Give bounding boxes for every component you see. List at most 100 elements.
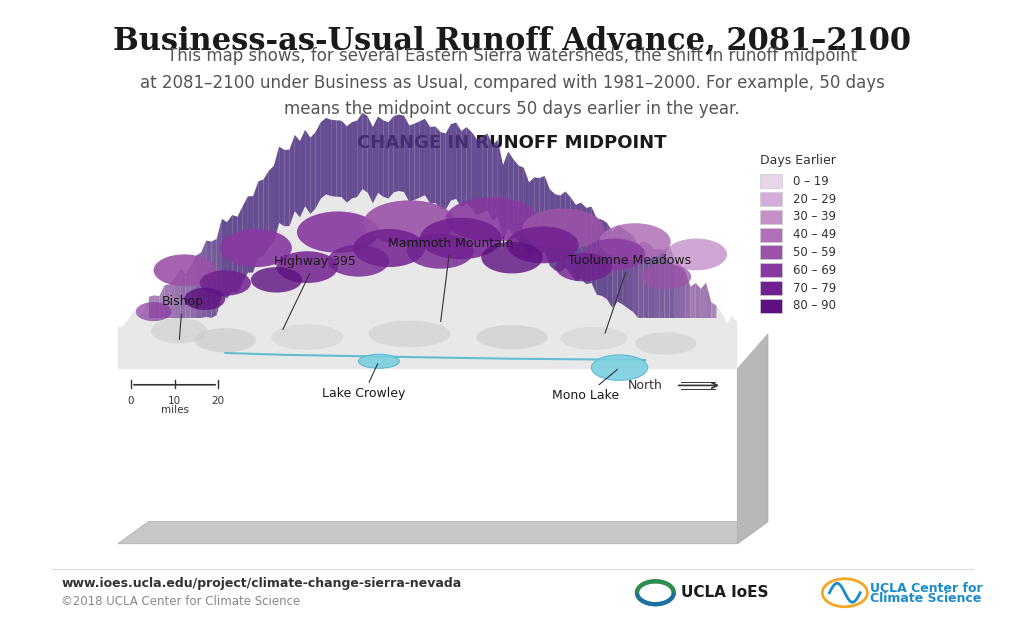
Polygon shape <box>383 120 388 198</box>
FancyBboxPatch shape <box>760 263 782 277</box>
Polygon shape <box>326 118 331 196</box>
Polygon shape <box>712 302 717 318</box>
Polygon shape <box>607 223 612 308</box>
Ellipse shape <box>328 245 389 277</box>
Polygon shape <box>555 194 560 272</box>
Polygon shape <box>737 334 768 544</box>
Polygon shape <box>315 122 321 209</box>
Polygon shape <box>597 218 602 296</box>
Polygon shape <box>368 116 373 204</box>
Ellipse shape <box>635 332 696 354</box>
Polygon shape <box>643 242 649 318</box>
Polygon shape <box>575 203 581 281</box>
Ellipse shape <box>195 328 256 352</box>
Text: 40 – 49: 40 – 49 <box>793 228 836 241</box>
Ellipse shape <box>555 252 611 281</box>
Polygon shape <box>243 197 248 282</box>
Ellipse shape <box>220 229 292 267</box>
Text: ©2018 UCLA Center for Climate Science: ©2018 UCLA Center for Climate Science <box>61 595 301 607</box>
Polygon shape <box>410 123 415 202</box>
Polygon shape <box>263 171 268 256</box>
Polygon shape <box>378 116 383 197</box>
Polygon shape <box>399 114 404 192</box>
Ellipse shape <box>135 302 171 321</box>
Polygon shape <box>404 116 410 202</box>
Polygon shape <box>285 149 290 226</box>
Text: 10: 10 <box>168 396 181 406</box>
FancyBboxPatch shape <box>760 174 782 188</box>
Text: 0 – 19: 0 – 19 <box>793 175 828 188</box>
Polygon shape <box>118 522 768 544</box>
Text: miles: miles <box>161 405 188 415</box>
Polygon shape <box>529 177 535 259</box>
Polygon shape <box>617 225 623 305</box>
Text: 0: 0 <box>128 396 134 406</box>
Polygon shape <box>503 151 508 242</box>
Ellipse shape <box>522 208 604 249</box>
Polygon shape <box>352 121 357 198</box>
Text: This map shows, for several Eastern Sierra watersheds, the shift in runoff midpo: This map shows, for several Eastern Sier… <box>139 47 885 118</box>
Polygon shape <box>222 219 227 298</box>
Polygon shape <box>456 123 462 207</box>
Text: UCLA Center for: UCLA Center for <box>870 582 983 595</box>
Polygon shape <box>425 119 430 204</box>
Polygon shape <box>295 135 300 218</box>
Polygon shape <box>253 181 258 272</box>
Polygon shape <box>321 118 326 198</box>
Ellipse shape <box>276 251 338 283</box>
Polygon shape <box>570 197 575 281</box>
Ellipse shape <box>353 229 425 267</box>
FancyBboxPatch shape <box>760 192 782 206</box>
Polygon shape <box>212 239 217 318</box>
Ellipse shape <box>200 270 251 296</box>
Polygon shape <box>685 272 690 318</box>
Polygon shape <box>498 140 503 242</box>
Polygon shape <box>165 284 170 318</box>
Polygon shape <box>654 249 659 318</box>
Polygon shape <box>493 140 498 221</box>
Text: www.ioes.ucla.edu/project/climate-change-sierra-nevada: www.ioes.ucla.edu/project/climate-change… <box>61 577 462 590</box>
Ellipse shape <box>640 264 691 289</box>
Polygon shape <box>160 285 165 318</box>
Ellipse shape <box>476 325 548 349</box>
Polygon shape <box>331 120 337 197</box>
Text: Mono Lake: Mono Lake <box>552 370 620 403</box>
Ellipse shape <box>297 211 379 252</box>
Polygon shape <box>393 114 399 193</box>
Polygon shape <box>482 134 487 213</box>
Ellipse shape <box>152 318 207 343</box>
Polygon shape <box>196 252 201 318</box>
Polygon shape <box>675 259 680 318</box>
Polygon shape <box>628 232 633 312</box>
Polygon shape <box>581 203 587 284</box>
Polygon shape <box>362 113 368 193</box>
Ellipse shape <box>407 234 473 268</box>
Polygon shape <box>565 191 570 273</box>
Polygon shape <box>170 279 175 318</box>
Polygon shape <box>185 267 190 318</box>
Polygon shape <box>467 127 472 209</box>
Polygon shape <box>518 165 524 244</box>
Polygon shape <box>357 113 362 197</box>
Polygon shape <box>540 176 545 254</box>
Text: 70 – 79: 70 – 79 <box>793 282 836 294</box>
Polygon shape <box>524 168 529 259</box>
Ellipse shape <box>184 287 225 310</box>
Ellipse shape <box>271 324 343 350</box>
Ellipse shape <box>251 267 302 293</box>
Ellipse shape <box>364 200 456 245</box>
Polygon shape <box>388 116 393 198</box>
Polygon shape <box>190 256 196 318</box>
Ellipse shape <box>358 354 399 368</box>
Polygon shape <box>487 134 493 221</box>
Polygon shape <box>695 283 700 318</box>
Polygon shape <box>700 283 706 318</box>
Polygon shape <box>280 147 285 226</box>
Polygon shape <box>201 240 206 318</box>
Polygon shape <box>274 147 280 242</box>
Text: CHANGE IN RUNOFF MIDPOINT: CHANGE IN RUNOFF MIDPOINT <box>357 134 667 152</box>
Text: Business-as-Usual Runoff Advance, 2081–2100: Business-as-Usual Runoff Advance, 2081–2… <box>113 26 911 57</box>
Polygon shape <box>560 191 565 272</box>
Ellipse shape <box>666 238 727 270</box>
Polygon shape <box>638 242 643 318</box>
